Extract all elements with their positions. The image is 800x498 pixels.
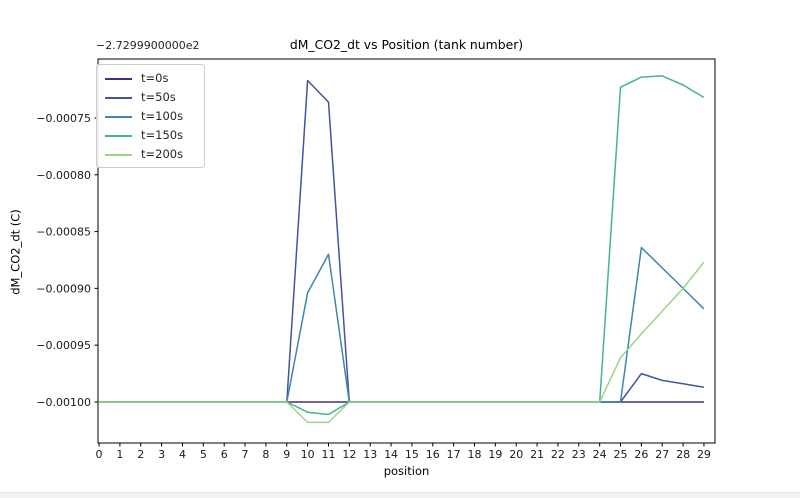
x-tick-label: 27 <box>655 448 669 461</box>
legend-label: t=0s <box>141 71 169 85</box>
x-tick-label: 5 <box>200 448 207 461</box>
legend-item: t=50s <box>105 88 204 107</box>
legend-label: t=200s <box>141 147 184 161</box>
x-tick-label: 3 <box>158 448 165 461</box>
x-tick-label: 17 <box>447 448 461 461</box>
x-tick-label: 4 <box>179 448 186 461</box>
legend-label: t=50s <box>141 90 176 104</box>
legend-line-swatch <box>105 96 132 99</box>
x-tick-label: 14 <box>384 448 398 461</box>
legend: t=0s t=50s t=100s t=150s t=200s <box>96 64 205 168</box>
x-tick-label: 24 <box>593 448 607 461</box>
x-axis-label: position <box>383 464 430 478</box>
x-tick-label: 0 <box>96 448 103 461</box>
x-tick-label: 22 <box>551 448 565 461</box>
x-tick-label: 23 <box>572 448 586 461</box>
legend-item: t=0s <box>105 69 204 88</box>
series-line-t200s <box>99 261 705 424</box>
legend-line-swatch <box>105 134 132 137</box>
x-tick-label: 26 <box>634 448 648 461</box>
x-tick-label: 25 <box>614 448 628 461</box>
x-tick-label: 8 <box>262 448 269 461</box>
x-tick-label: 7 <box>242 448 249 461</box>
x-tick-label: 10 <box>301 448 315 461</box>
legend-item: t=150s <box>105 126 204 145</box>
x-tick-label: 21 <box>530 448 544 461</box>
x-tick-label: 6 <box>221 448 228 461</box>
bottom-status-strip <box>0 492 800 498</box>
x-tick-label: 16 <box>426 448 440 461</box>
x-tick-label: 2 <box>137 448 144 461</box>
y-tick-label: −0.00075 <box>36 112 91 125</box>
legend-item: t=100s <box>105 107 204 126</box>
legend-line-swatch <box>105 153 132 156</box>
y-axis-label: dM_CO2_dt (C) <box>8 209 23 295</box>
legend-label: t=100s <box>141 109 184 123</box>
x-tick-label: 12 <box>342 448 356 461</box>
y-tick-label: −0.00100 <box>36 396 91 409</box>
series-line-t100s <box>99 246 705 403</box>
legend-item: t=200s <box>105 145 204 164</box>
chart-title: dM_CO2_dt vs Position (tank number) <box>289 37 524 52</box>
x-tick-label: 20 <box>509 448 523 461</box>
x-tick-label: 28 <box>676 448 690 461</box>
x-tick-label: 29 <box>697 448 711 461</box>
x-tick-label: 18 <box>467 448 481 461</box>
y-tick-label: −0.00090 <box>36 282 91 295</box>
x-tick-label: 1 <box>116 448 123 461</box>
y-tick-label: −0.00080 <box>36 169 91 182</box>
y-tick-label: −0.00085 <box>36 226 91 239</box>
x-tick-label: 15 <box>405 448 419 461</box>
legend-line-swatch <box>105 77 132 80</box>
x-tick-label: 11 <box>321 448 335 461</box>
axes-frame <box>97 58 716 444</box>
y-tick-label: −0.00095 <box>36 339 91 352</box>
x-tick-label: 13 <box>363 448 377 461</box>
x-tick-label: 9 <box>283 448 290 461</box>
legend-line-swatch <box>105 115 132 118</box>
x-tick-label: 19 <box>488 448 502 461</box>
legend-label: t=150s <box>141 128 184 142</box>
y-axis-offset-text: −2.7299900000e2 <box>96 39 200 52</box>
